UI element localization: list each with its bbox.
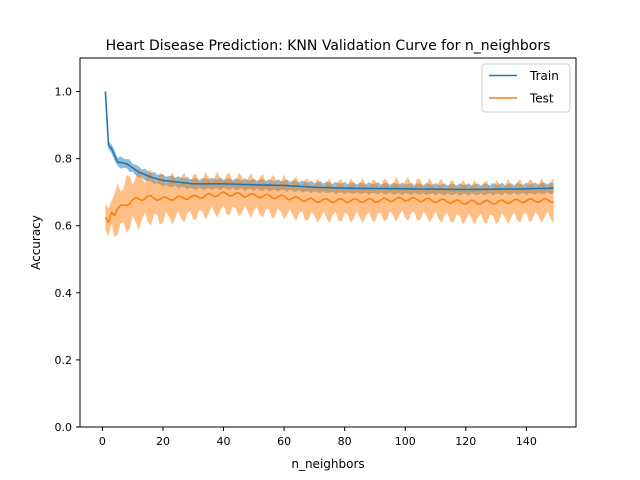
y-tick-label: 1.0 [55, 86, 73, 99]
x-tick-label: 100 [395, 435, 416, 448]
series-line-train [104, 91, 554, 191]
y-tick-label: 0.6 [55, 220, 73, 233]
chart-title: Heart Disease Prediction: KNN Validation… [106, 38, 551, 54]
y-axis-label: Accuracy [29, 215, 43, 270]
y-tick-label: 0.4 [55, 287, 73, 300]
x-tick-label: 140 [516, 435, 537, 448]
y-tick-label: 0.0 [55, 421, 73, 434]
axes-frame [79, 57, 577, 428]
legend-label-test: Test [529, 92, 554, 106]
series-line-test [104, 191, 554, 224]
plot-area [104, 91, 554, 238]
ticks: 0 20 40 60 80 100 120 140 0.0 0.2 0.4 0.6 0.8 1.0 [55, 86, 537, 448]
legend-label-train: Train [529, 69, 559, 83]
x-tick-label: 80 [338, 435, 352, 448]
x-axis-label: n_neighbors [291, 457, 364, 471]
x-tick-label: 0 [99, 435, 106, 448]
x-tick-label: 60 [277, 435, 291, 448]
x-tick-label: 40 [217, 435, 231, 448]
x-tick-label: 20 [156, 435, 170, 448]
series-band-test [105, 168, 554, 238]
legend: Train Test [481, 63, 571, 113]
y-tick-label: 0.8 [55, 153, 73, 166]
x-tick-label: 120 [455, 435, 476, 448]
y-tick-label: 0.2 [55, 354, 73, 367]
